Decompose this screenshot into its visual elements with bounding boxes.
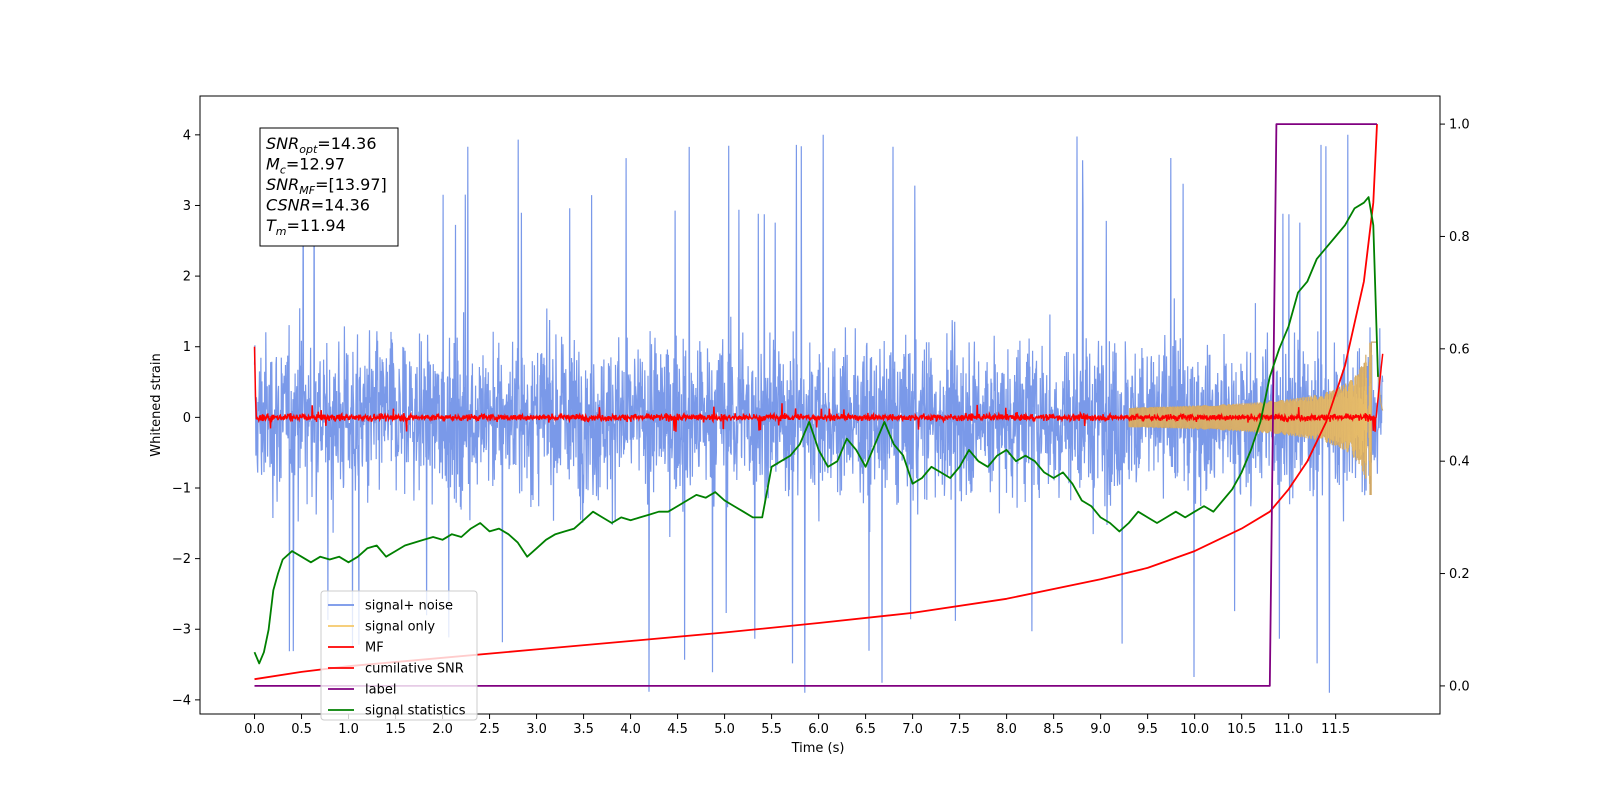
x-axis-label: Time (s): [791, 741, 845, 756]
x-tick-label: 9.5: [1137, 722, 1158, 737]
x-tick-label: 2.0: [432, 722, 453, 737]
y-left-tick-label: −4: [172, 693, 191, 708]
x-tick-label: 8.0: [996, 722, 1017, 737]
x-tick-label: 10.5: [1227, 722, 1256, 737]
y-left-tick-label: 2: [183, 270, 191, 285]
y-axis-left-ticks: −4 −3 −2 −1 0 1 2 3 4: [172, 128, 200, 708]
y-right-tick-label: 0.2: [1449, 567, 1470, 582]
legend-frame: [320, 590, 478, 721]
x-tick-label: 11.0: [1274, 722, 1303, 737]
x-tick-label: 4.0: [620, 722, 641, 737]
x-tick-label: 6.0: [808, 722, 829, 737]
y-left-tick-label: 0: [183, 411, 191, 426]
x-tick-label: 8.5: [1043, 722, 1064, 737]
y-right-tick-label: 0.4: [1449, 455, 1470, 470]
legend-label: MF: [365, 641, 384, 656]
x-tick-label: 7.5: [949, 722, 970, 737]
annotation-line: Tm=11.94: [266, 216, 346, 238]
annotation-line: SNRMF=[13.97]: [266, 175, 387, 197]
legend-label: signal only: [365, 620, 435, 635]
x-tick-label: 10.0: [1180, 722, 1209, 737]
x-tick-label: 9.0: [1090, 722, 1111, 737]
annotation-frame: [259, 127, 399, 247]
legend: signal+ noise signal only MF cumilative SNR…: [320, 590, 478, 721]
y-axis-left-label: Whitened strain: [149, 353, 164, 456]
stats-annotation-box: SNRopt=14.36Mc=12.97SNRMF=[13.97]CSNR=14…: [259, 127, 399, 247]
series-cumulative-snr-line: [254, 124, 1378, 681]
y-left-tick-label: 4: [183, 128, 191, 143]
annotation-line: Mc=12.97: [266, 155, 345, 177]
x-tick-label: 1.5: [385, 722, 406, 737]
x-tick-label: 4.5: [667, 722, 688, 737]
annotation-line: CSNR=14.36: [266, 196, 370, 215]
y-axis-right-ticks: 0.0 0.2 0.4 0.6 0.8 1.0: [1440, 118, 1470, 694]
series-signal-only-line: [1128, 341, 1383, 496]
data-layer: [253, 123, 1384, 693]
axes-frame: [199, 95, 1441, 715]
y-left-tick-label: 3: [183, 199, 191, 214]
y-left-tick-label: −1: [172, 481, 191, 496]
x-tick-label: 11.5: [1321, 722, 1350, 737]
x-tick-label: 1.0: [338, 722, 359, 737]
y-left-tick-label: −3: [172, 623, 191, 638]
legend-label: signal statistics: [365, 704, 466, 719]
y-right-tick-label: 0.8: [1449, 230, 1470, 245]
series-signal-statistics-line: [253, 196, 1379, 665]
legend-label: signal+ noise: [365, 599, 453, 614]
x-tick-label: 2.5: [479, 722, 500, 737]
legend-label: label: [365, 683, 396, 698]
x-tick-label: 5.5: [761, 722, 782, 737]
y-left-tick-label: −2: [172, 552, 191, 567]
x-tick-label: 0.5: [291, 722, 312, 737]
x-tick-label: 6.5: [855, 722, 876, 737]
legend-label: cumilative SNR: [365, 662, 464, 677]
x-tick-label: 7.0: [902, 722, 923, 737]
y-left-tick-label: 1: [183, 340, 191, 355]
x-tick-label: 5.0: [714, 722, 735, 737]
x-axis-ticks: 0.0 0.5 1.0 1.5 2.0 2.5 3.0 3.5 4.0 4.5 5.0 5.5 6.0 6…: [244, 714, 1350, 737]
series-label-line: [254, 123, 1377, 687]
x-tick-label: 3.5: [573, 722, 594, 737]
y-right-tick-label: 0.0: [1449, 679, 1470, 694]
series-mf-line: [253, 346, 1384, 432]
y-right-tick-label: 1.0: [1449, 118, 1470, 133]
x-tick-label: 3.0: [526, 722, 547, 737]
annotation-line: SNRopt=14.36: [266, 134, 377, 156]
x-tick-label: 0.0: [244, 722, 265, 737]
y-right-tick-label: 0.6: [1449, 342, 1470, 357]
